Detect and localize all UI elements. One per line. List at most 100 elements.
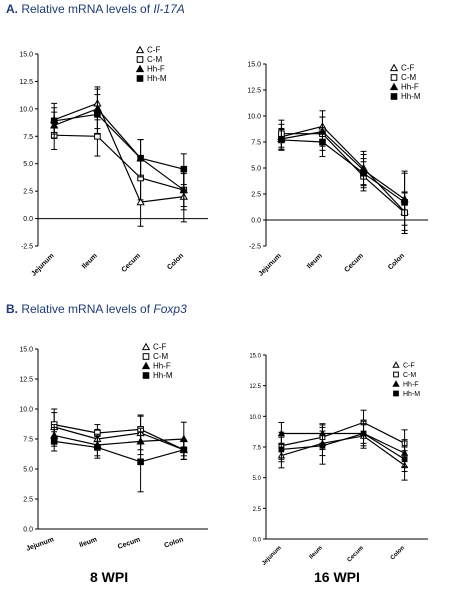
- legend-marker: [389, 82, 399, 91]
- legend-label: Hh-M: [401, 92, 421, 101]
- series-c-f: [277, 423, 409, 481]
- x-tick-label: Colon: [387, 252, 406, 271]
- y-tick-label: 12.5: [19, 377, 33, 384]
- legend-label: C-F: [153, 343, 166, 352]
- y-tick-label: 10.0: [249, 415, 261, 421]
- legend-entry: Hh-F: [135, 64, 165, 74]
- series-line: [53, 102, 184, 203]
- series-c-m: [50, 116, 188, 211]
- legend-marker: [393, 371, 399, 378]
- data-point: [180, 165, 188, 173]
- x-tick-label: Colon: [166, 252, 185, 271]
- legend-marker: [142, 372, 150, 379]
- data-point: [360, 169, 367, 177]
- legend-marker: [392, 361, 400, 368]
- section-b-gene: Foxp3: [153, 302, 187, 316]
- y-tick-label: 2.5: [251, 192, 261, 199]
- chart-a-right: -2.5 0.0 2.5 5.0 7.5 10.0 12.5 15.0 Jejunum Ileum…: [247, 62, 428, 278]
- series-line: [54, 426, 185, 451]
- series-hh-m: [278, 126, 408, 235]
- y-tick-label: 0.0: [251, 218, 261, 225]
- x-tick-label: Cecum: [117, 536, 141, 551]
- data-point: [180, 446, 188, 454]
- section-b-title: B. Relative mRNA levels of Foxp3: [6, 302, 187, 316]
- legend-label: Hh-M: [403, 391, 420, 398]
- x-tick-label: Jejunum: [258, 252, 283, 277]
- series-line: [54, 113, 184, 170]
- series-c-m: [278, 116, 408, 235]
- y-tick-label: 0.0: [23, 527, 33, 534]
- legend-entry: C-M: [390, 73, 416, 82]
- y-tick-label: 12.5: [247, 88, 261, 95]
- legend-label: Hh-F: [147, 65, 165, 74]
- legend-label: C-M: [147, 55, 162, 64]
- legend-entry: C-M: [393, 371, 416, 379]
- data-point: [94, 444, 101, 451]
- legend-label: C-F: [147, 46, 160, 55]
- y-tick-label: 15.0: [19, 347, 33, 354]
- series-line: [54, 424, 185, 451]
- series-hh-f: [50, 421, 188, 457]
- series-line: [281, 139, 405, 203]
- x-tick-label: Ileum: [306, 252, 324, 270]
- legend-entry: C-M: [142, 352, 168, 361]
- legend-label: Hh-F: [403, 382, 419, 389]
- legend-marker: [142, 353, 150, 360]
- data-point: [137, 458, 144, 466]
- section-a-gene: Il-17A: [153, 2, 185, 16]
- legend-marker: [390, 74, 398, 81]
- series-line: [281, 130, 405, 200]
- wpi-label-right: 16 WPI: [314, 569, 360, 585]
- legend-marker: [390, 93, 398, 100]
- legend-label: Hh-M: [147, 74, 167, 83]
- data-point: [137, 154, 144, 162]
- legend-label: C-F: [403, 363, 415, 370]
- legend-entry: C-F: [392, 361, 415, 370]
- y-tick-label: 10.0: [19, 106, 33, 113]
- y-tick-label: 7.5: [251, 140, 261, 147]
- x-tick-label: Colon: [163, 536, 184, 549]
- legend-entry: C-M: [136, 55, 162, 64]
- y-tick-label: 5.0: [23, 161, 33, 168]
- series-line: [53, 108, 185, 191]
- series-line: [281, 435, 405, 466]
- series-line: [54, 440, 184, 463]
- y-tick-label: 2.5: [23, 497, 33, 504]
- x-tick-label: Jejunum: [261, 545, 283, 565]
- y-tick-label: 5.0: [253, 476, 262, 482]
- legend-entry: C-F: [135, 45, 160, 55]
- series-line: [281, 125, 406, 213]
- legend-entry: Hh-M: [136, 74, 167, 83]
- y-tick-label: 15.0: [249, 354, 261, 360]
- data-point: [401, 199, 408, 206]
- series-line: [281, 421, 405, 447]
- data-point: [277, 429, 286, 437]
- y-tick-label: 0.0: [23, 216, 33, 223]
- y-tick-label: 15.0: [247, 62, 261, 69]
- series-line: [54, 134, 184, 191]
- data-point: [50, 117, 58, 125]
- series-line: [281, 432, 405, 454]
- data-point: [319, 138, 326, 146]
- y-tick-label: 12.5: [249, 384, 261, 390]
- section-a-letter: A.: [6, 2, 18, 16]
- x-tick-label: Cecum: [347, 545, 365, 563]
- series-hh-f: [277, 421, 409, 468]
- series-hh-m: [50, 94, 188, 186]
- y-tick-label: 7.5: [23, 437, 33, 444]
- y-tick-label: 7.5: [253, 446, 262, 452]
- legend-marker: [136, 75, 144, 82]
- x-tick-label: Jejunum: [25, 536, 54, 552]
- legend-marker: [141, 342, 151, 351]
- y-tick-label: 15.0: [19, 52, 33, 59]
- y-tick-label: 2.5: [23, 189, 33, 196]
- legend-marker: [392, 380, 400, 387]
- x-tick-label: Ileum: [78, 536, 98, 549]
- legend-label: Hh-F: [153, 362, 171, 371]
- legend-label: Hh-M: [153, 371, 173, 380]
- legend-entry: Hh-M: [142, 371, 173, 380]
- section-a-text: Relative mRNA levels of: [21, 2, 151, 16]
- legend-entry: C-F: [389, 63, 414, 73]
- section-b-text: Relative mRNA levels of: [21, 302, 151, 316]
- series-line: [281, 432, 405, 460]
